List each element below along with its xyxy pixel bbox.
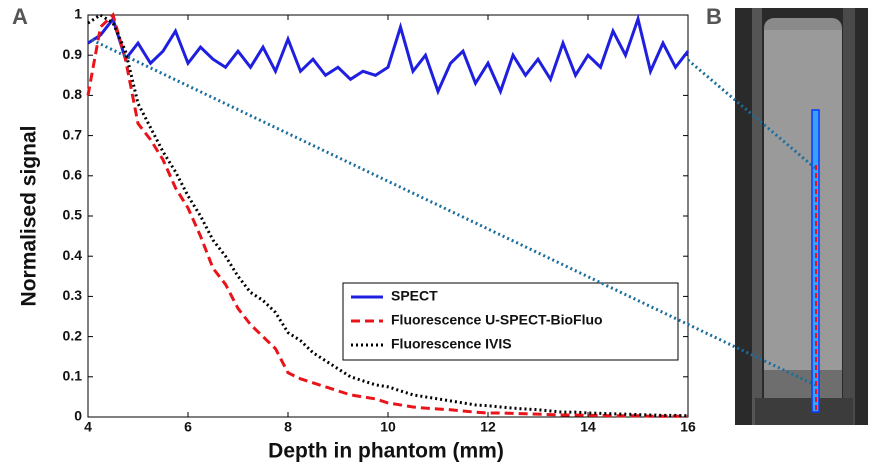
panel-label: A xyxy=(12,4,28,29)
legend-label: Fluorescence IVIS xyxy=(391,336,512,352)
y-tick-label: 0.4 xyxy=(63,247,83,263)
x-axis-label: Depth in phantom (mm) xyxy=(268,440,504,463)
x-tick-label: 8 xyxy=(284,419,292,435)
y-tick-label: 0.9 xyxy=(63,46,83,62)
panel-label: B xyxy=(706,4,722,29)
legend-box xyxy=(342,282,679,361)
y-tick-label: 0.5 xyxy=(63,207,83,223)
legend: SPECT Fluorescence U-SPECT-BioFluo Fluores… xyxy=(342,282,679,361)
y-tick-label: 0.7 xyxy=(63,126,83,142)
y-tick-label: 0.2 xyxy=(63,327,83,343)
y-tick-label: 0.1 xyxy=(63,368,83,384)
series-line xyxy=(87,13,689,418)
y-tick-label: 0 xyxy=(74,408,82,424)
y-axis-label: Normalised signal xyxy=(18,126,41,307)
photo xyxy=(735,8,868,425)
x-tick-label: 16 xyxy=(680,419,696,435)
series-line xyxy=(87,13,690,96)
series-line xyxy=(86,12,688,418)
y-tick-label: 1 xyxy=(74,6,82,22)
y-tick-label: 0.3 xyxy=(63,287,83,303)
y-tick-label: 0.6 xyxy=(63,167,83,183)
y-tick-label: 0.8 xyxy=(63,86,83,102)
plot: 4 6 8 10 12 14 16 0 0.1 0.2 0.3 0.4 0.5 0.6 0.7 0.8 0.9 1… xyxy=(63,6,696,435)
x-tick-label: 6 xyxy=(184,419,192,435)
x-tick-label: 4 xyxy=(84,419,92,435)
legend-label: Fluorescence U-SPECT-BioFluo xyxy=(391,312,603,328)
x-tick-label: 12 xyxy=(480,419,496,435)
legend-label: SPECT xyxy=(391,288,438,304)
connectors xyxy=(91,38,816,387)
x-tick-label: 14 xyxy=(580,419,596,435)
x-tick-label: 10 xyxy=(380,419,396,435)
